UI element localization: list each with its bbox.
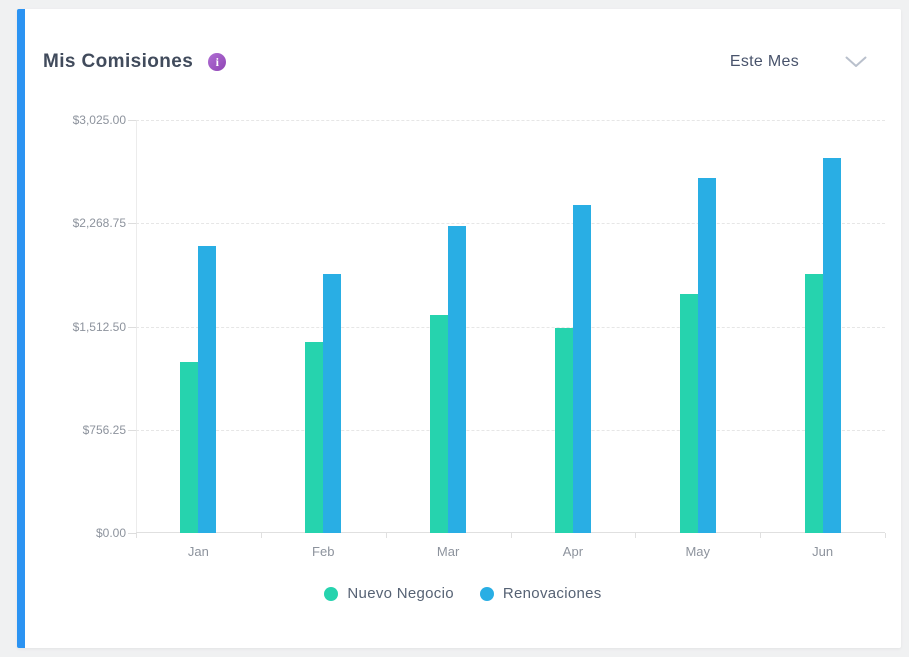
bar-nuevo-negocio-apr[interactable] xyxy=(554,328,573,533)
gridline xyxy=(136,120,885,121)
bar-nuevo-negocio-jun[interactable] xyxy=(804,273,823,533)
commissions-card: Mis Comisiones i Este Mes $0.00 $756.25 $1… xyxy=(17,9,901,648)
bar-renovaciones-feb[interactable] xyxy=(323,273,342,533)
bar-renovaciones-may[interactable] xyxy=(697,178,716,533)
x-axis-label: Mar xyxy=(436,544,460,559)
info-icon[interactable]: i xyxy=(208,53,227,71)
period-dropdown-value: Este Mes xyxy=(729,53,799,70)
card-header: Mis Comisiones i Este Mes xyxy=(43,47,867,77)
period-dropdown[interactable]: Este Mes xyxy=(730,53,867,71)
x-tick-mark xyxy=(260,533,262,538)
y-tick-mark xyxy=(128,533,136,534)
y-tick-mark xyxy=(128,120,136,121)
bar-chart: $0.00 $756.25 $1,512.50 $2,268.75 $3,025.00 J… xyxy=(73,113,886,559)
x-tick-mark xyxy=(510,533,512,538)
y-tick-mark xyxy=(128,429,136,431)
x-tick-mark xyxy=(136,533,137,538)
x-tick-mark xyxy=(760,533,762,538)
y-axis-label: $0.00 xyxy=(95,526,126,540)
x-axis-label: Apr xyxy=(562,544,584,559)
bar-renovaciones-apr[interactable] xyxy=(572,205,591,533)
bar-renovaciones-mar[interactable] xyxy=(448,225,467,533)
bar-renovaciones-jun[interactable] xyxy=(822,157,841,533)
x-axis-label: Jan xyxy=(187,544,209,559)
y-axis-label: $756.25 xyxy=(82,422,126,437)
bar-nuevo-negocio-may[interactable] xyxy=(679,294,698,533)
y-tick-mark xyxy=(128,223,136,225)
x-axis-label: Jun xyxy=(812,544,834,559)
gridline xyxy=(136,326,885,328)
y-tick-mark xyxy=(128,326,136,328)
page-title: Mis Comisiones xyxy=(43,51,194,72)
y-axis-label: $3,025.00 xyxy=(72,113,126,127)
x-tick-mark xyxy=(385,533,387,538)
y-axis-label: $1,512.50 xyxy=(72,319,126,334)
gridline xyxy=(136,429,885,431)
x-axis-line xyxy=(136,532,885,533)
x-tick-mark xyxy=(885,533,886,538)
y-axis-label: $2,268.75 xyxy=(72,216,126,231)
legend-label: Renovaciones xyxy=(502,585,602,602)
bar-nuevo-negocio-feb[interactable] xyxy=(305,341,324,533)
x-tick-mark xyxy=(635,533,637,538)
x-axis-label: Feb xyxy=(312,544,335,559)
legend-label: Nuevo Negocio xyxy=(347,585,454,602)
legend-dot-renovaciones xyxy=(479,586,494,601)
chevron-down-icon xyxy=(845,56,867,67)
legend-item-nuevo-negocio[interactable]: Nuevo Negocio xyxy=(324,585,454,602)
bar-renovaciones-jan[interactable] xyxy=(198,246,217,533)
legend-dot-nuevo-negocio xyxy=(324,586,339,601)
legend-item-renovaciones[interactable]: Renovaciones xyxy=(479,585,602,602)
bar-nuevo-negocio-mar[interactable] xyxy=(430,314,449,533)
chart-legend: Nuevo Negocio Renovaciones xyxy=(25,585,901,602)
bar-nuevo-negocio-jan[interactable] xyxy=(180,362,199,533)
x-axis-label: May xyxy=(685,544,711,559)
gridline xyxy=(136,223,885,225)
